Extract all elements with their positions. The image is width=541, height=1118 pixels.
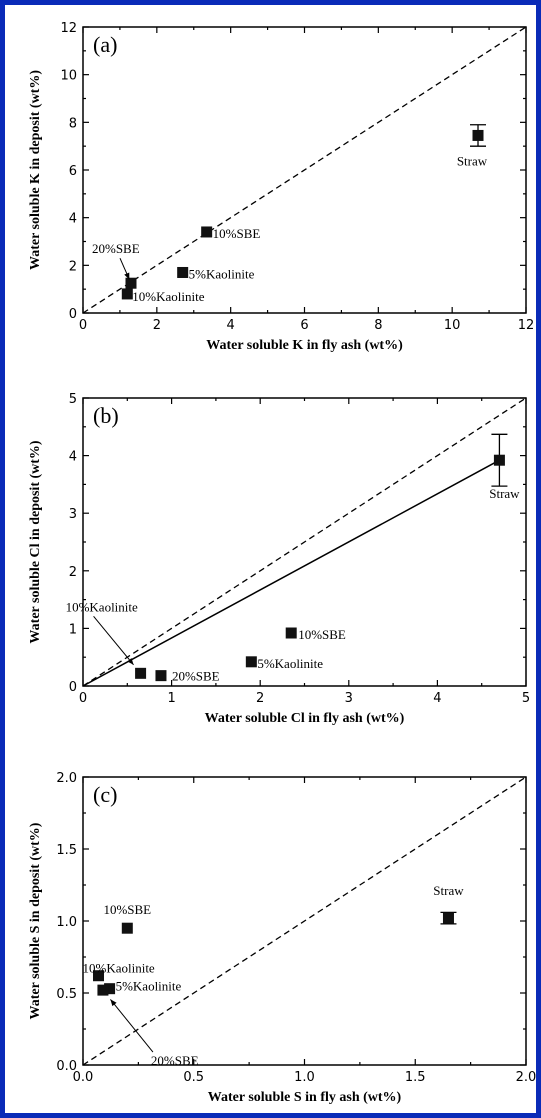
data-point-5pct-kaolinite (245, 656, 257, 668)
data-point-straw (442, 912, 454, 924)
x-tick-label: 4 (433, 691, 441, 706)
chart-panel-3: 0.0 0.5 1.0 1.5 2.0 0.0 0.5 1.0 1.5 2.0 Water solu… (28, 771, 536, 1105)
data-label: 20%SBE (151, 1053, 199, 1068)
data-label: 5%Kaolinite (189, 266, 255, 281)
x-tick-label: 1.0 (294, 1070, 315, 1085)
panel-label: (c) (93, 782, 117, 807)
annotation-arrowhead (127, 658, 134, 665)
data-point-20pct-sbe (97, 984, 109, 996)
y-tick-label: 0 (69, 680, 77, 695)
data-point-straw (472, 129, 484, 141)
panel-label: (a) (93, 32, 117, 57)
data-point-5pct-kaolinite (104, 983, 116, 995)
annotation-arrowhead (110, 999, 117, 1007)
x-tick-label: 1 (167, 691, 175, 706)
x-tick-label: 2 (153, 318, 161, 333)
y-tick-label: 5 (69, 392, 77, 407)
data-label: 20%SBE (172, 669, 220, 684)
chart-panel-1: 0 2 4 6 8 10 12 0 2 4 6 8 10 12 Water soluble K in fly… (28, 21, 534, 353)
data-label: Straw (457, 153, 488, 168)
data-point-10pct-sbe (201, 226, 213, 238)
data-label: Straw (433, 883, 464, 898)
x-tick-label: 8 (374, 318, 382, 333)
data-label: 20%SBE (92, 241, 140, 256)
x-tick-label: 4 (227, 318, 235, 333)
x-tick-label: 0.5 (183, 1070, 204, 1085)
x-tick-label: 3 (345, 691, 353, 706)
y-tick-label: 1.0 (56, 915, 77, 930)
y-tick-label: 10 (60, 69, 77, 84)
chart-panel-2: 0 1 2 3 4 5 0 1 2 3 4 5 Water soluble Cl in fly ash … (28, 392, 530, 726)
x-tick-label: 1.5 (405, 1070, 426, 1085)
data-point-20pct-sbe (125, 277, 137, 289)
x-tick-label: 2 (256, 691, 264, 706)
x-tick-label: 12 (518, 318, 535, 333)
x-tick-label: 0 (79, 691, 87, 706)
data-label: 10%SBE (213, 226, 261, 241)
data-label: 5%Kaolinite (257, 656, 323, 671)
y-tick-label: 2 (69, 259, 77, 274)
data-label: 10%Kaolinite (66, 599, 138, 614)
data-point-10pct-sbe (285, 627, 297, 639)
y-tick-label: 0.5 (56, 987, 77, 1002)
reference-line-y-equals-x (82, 776, 527, 1066)
data-label: 5%Kaolinite (116, 979, 182, 994)
y-tick-label: 1 (69, 622, 77, 637)
panel-label: (b) (93, 403, 119, 428)
x-axis-label: Water soluble Cl in fly ash (wt%) (205, 711, 405, 726)
x-tick-label: 0.0 (73, 1070, 94, 1085)
data-point-10pct-kaolinite (135, 667, 147, 679)
fit-line (82, 459, 500, 687)
y-tick-label: 2.0 (56, 771, 77, 786)
data-point-10pct-kaolinite (121, 288, 133, 300)
data-label: Straw (489, 486, 520, 501)
x-axis-label: Water soluble S in fly ash (wt%) (208, 1090, 402, 1105)
y-tick-label: 4 (69, 212, 77, 227)
reference-line-y-equals-x (82, 26, 527, 314)
x-tick-label: 6 (300, 318, 308, 333)
reference-line-y-equals-x (82, 397, 527, 687)
data-point-5pct-kaolinite (177, 266, 189, 278)
y-tick-label: 0.0 (56, 1059, 77, 1074)
x-tick-label: 0 (79, 318, 87, 333)
y-tick-label: 6 (69, 164, 77, 179)
data-label: 10%SBE (103, 902, 151, 917)
x-tick-label: 2.0 (516, 1070, 537, 1085)
y-tick-label: 12 (60, 21, 77, 36)
x-axis-label: Water soluble K in fly ash (wt%) (206, 338, 403, 353)
annotation-arrow (93, 616, 134, 666)
data-point-20pct-sbe (155, 670, 167, 682)
annotation-arrowhead (124, 272, 130, 280)
data-point-10pct-sbe (121, 922, 133, 934)
y-axis-label: Water soluble K in deposit (wt%) (28, 70, 43, 270)
y-axis-label: Water soluble S in deposit (wt%) (28, 822, 43, 1019)
y-tick-label: 2 (69, 565, 77, 580)
data-label: 10%Kaolinite (132, 289, 204, 304)
x-tick-label: 5 (522, 691, 530, 706)
y-tick-label: 8 (69, 116, 77, 131)
data-point-straw (493, 454, 505, 466)
data-point-10pct-kaolinite (93, 970, 105, 982)
y-tick-label: 3 (69, 507, 77, 522)
y-axis-label: Water soluble Cl in deposit (wt%) (28, 440, 43, 643)
annotation-arrow (110, 999, 154, 1053)
data-label: 10%SBE (298, 627, 346, 642)
y-tick-label: 4 (69, 450, 77, 465)
x-tick-label: 10 (444, 318, 461, 333)
figure-background (5, 5, 536, 1113)
y-tick-label: 1.5 (56, 843, 77, 858)
y-tick-label: 0 (69, 307, 77, 322)
data-label: 10%Kaolinite (83, 961, 155, 976)
